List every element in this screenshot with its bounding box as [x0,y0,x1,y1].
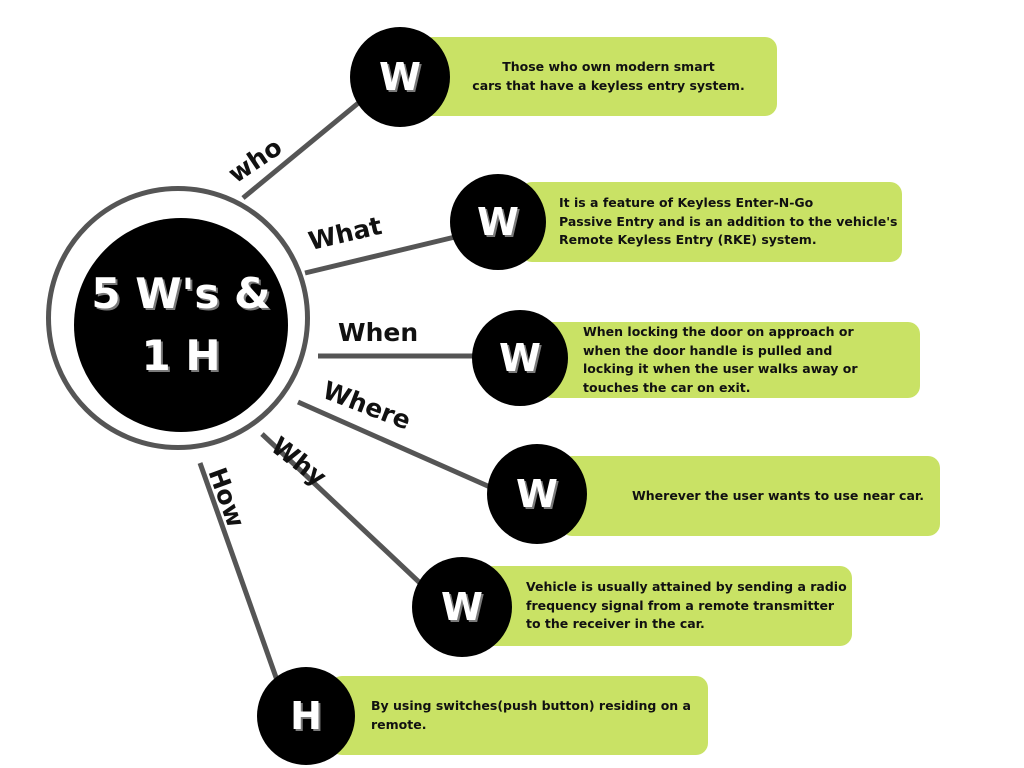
answer-text-why: Vehicle is usually attained by sending a… [526,579,847,632]
answer-box-why: Vehicle is usually attained by sending a… [480,566,852,646]
answer-text-where: Wherever the user wants to use near car. [632,487,925,503]
badge-why: W [412,557,512,657]
answer-box-where: Wherever the user wants to use near car. [560,456,940,536]
answer-box-how: By using switches(push button) residing … [330,676,708,755]
hub-circle: 5 W's & 1 H [74,218,288,432]
badge-when: W [472,310,568,406]
answer-box-what: It is a feature of Keyless Enter-N-Go Pa… [520,182,902,262]
connector-how [197,462,281,684]
badge-what: W [450,174,546,270]
answer-box-who: Those who own modern smart cars that hav… [420,37,777,116]
label-when: When [338,318,419,347]
connector-who [241,98,364,200]
answer-box-when: When locking the door on approach or whe… [540,322,920,398]
answer-text-when: When locking the door on approach or whe… [583,324,858,395]
answer-text-how: By using switches(push button) residing … [371,698,691,732]
badge-how: H [257,667,355,765]
badge-where: W [487,444,587,544]
connector-where [296,399,492,490]
connector-what [304,234,456,276]
hub-title: 5 W's & 1 H [91,269,271,380]
answer-text-what: It is a feature of Keyless Enter-N-Go Pa… [559,195,898,248]
answer-text-who: Those who own modern smart cars that hav… [472,59,745,93]
badge-who: W [350,27,450,127]
connector-why [260,432,422,585]
